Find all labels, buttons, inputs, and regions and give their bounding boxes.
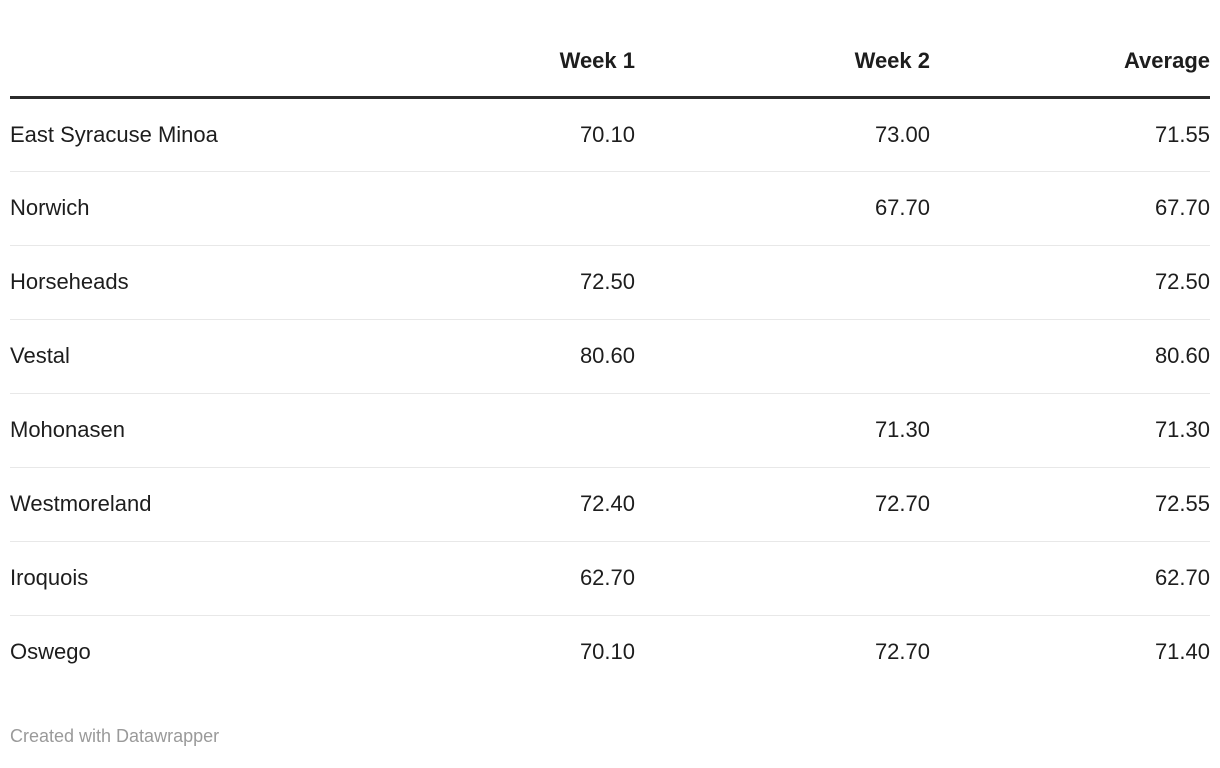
cell-week-2: 71.30 [635,393,930,468]
cell-week-1: 62.70 [340,541,635,616]
cell-average: 72.55 [930,467,1210,542]
table-row: Horseheads 72.50 72.50 [10,245,1210,320]
cell-week-2 [635,245,930,320]
header-row: Week 1 Week 2 Average [10,26,1210,99]
cell-week-2 [635,541,930,616]
row-label: Vestal [10,319,340,394]
cell-average: 71.30 [930,393,1210,468]
cell-average: 72.50 [930,245,1210,320]
row-label: Norwich [10,171,340,246]
cell-week-1: 70.10 [340,97,635,172]
cell-week-2 [635,319,930,394]
column-header-average: Average [930,26,1210,99]
table-row: Westmoreland 72.40 72.70 72.55 [10,467,1210,542]
cell-week-1: 72.40 [340,467,635,542]
table-row: Mohonasen 71.30 71.30 [10,393,1210,468]
table-body: East Syracuse Minoa 70.10 73.00 71.55 Norwic… [10,97,1210,689]
row-label: Westmoreland [10,467,340,542]
table-row: East Syracuse Minoa 70.10 73.00 71.55 [10,97,1210,172]
cell-week-1 [340,171,635,246]
table-header: Week 1 Week 2 Average [10,26,1210,99]
cell-week-1: 70.10 [579,639,635,665]
cell-average: 62.70 [930,541,1210,616]
datawrapper-table-chart: Week 1 Week 2 Average East Syracuse Minoa 7… [10,26,1210,689]
datawrapper-attribution-link[interactable]: Created with Datawrapper [10,726,220,746]
cell-average: 71.55 [930,97,1210,172]
row-label: Oswego [10,639,91,665]
row-label: Iroquois [10,541,340,616]
cell-average: 80.60 [930,319,1210,394]
column-header-week-1: Week 1 [340,26,635,99]
table-row: Norwich 67.70 67.70 [10,171,1210,246]
cell-week-2: 73.00 [635,97,930,172]
table-row: Vestal 80.60 80.60 [10,319,1210,394]
cell-week-1: 80.60 [340,319,635,394]
table-row: Oswego 70.10 72.70 71.40 [10,615,1210,689]
cell-week-2: 72.70 [874,639,930,665]
cell-average: 71.40 [1154,639,1210,665]
cell-average: 67.70 [930,171,1210,246]
row-label: East Syracuse Minoa [10,97,340,172]
cell-week-1 [340,393,635,468]
row-label: Horseheads [10,245,340,320]
cell-week-1: 72.50 [340,245,635,320]
column-header-week-2: Week 2 [635,26,930,99]
row-label: Mohonasen [10,393,340,468]
cell-week-2: 67.70 [635,171,930,246]
cell-week-2: 72.70 [635,467,930,542]
data-table: Week 1 Week 2 Average East Syracuse Minoa 7… [10,26,1210,689]
table-row: Iroquois 62.70 62.70 [10,541,1210,616]
column-header-name [10,26,340,99]
attribution-footer: Created with Datawrapper [0,689,1220,747]
